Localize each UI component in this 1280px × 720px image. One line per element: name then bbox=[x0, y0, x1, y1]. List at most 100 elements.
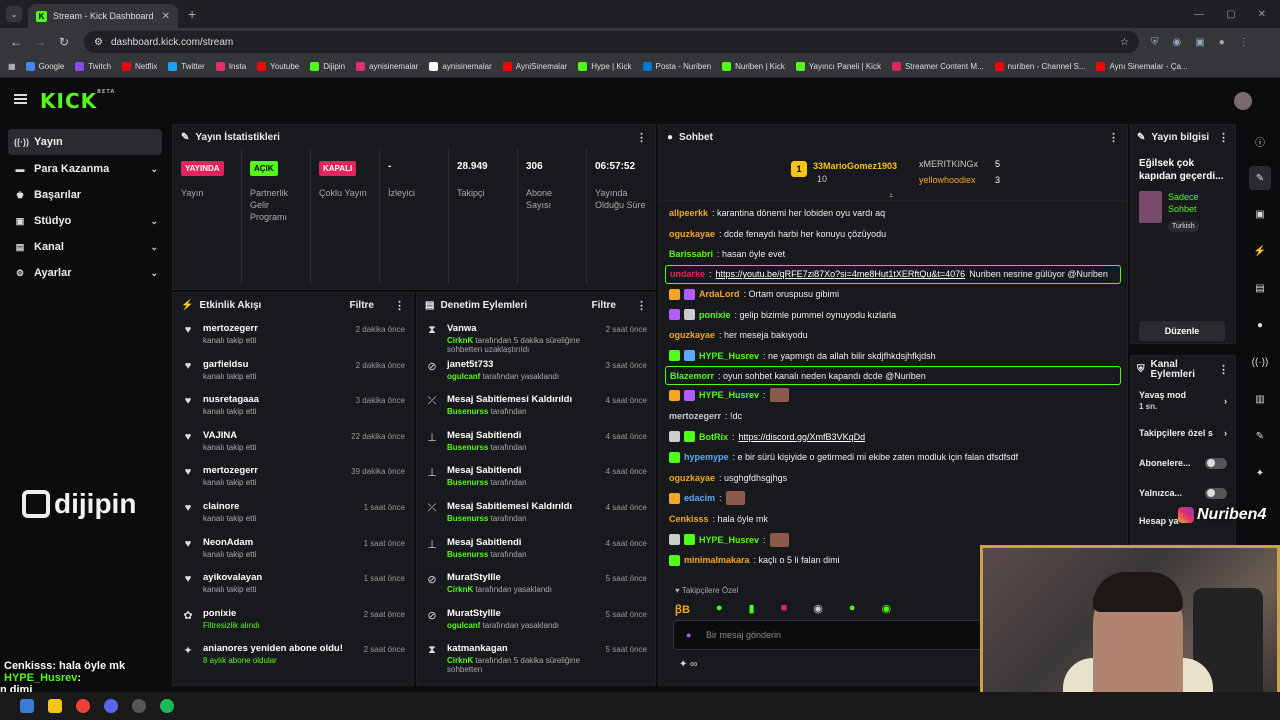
more-icon[interactable]: ⋮ bbox=[1218, 131, 1229, 144]
moderation-target[interactable]: MuratStyllle bbox=[447, 572, 501, 584]
more-icon[interactable]: ⋮ bbox=[394, 299, 405, 312]
chat-username[interactable]: oguzkayae bbox=[669, 330, 716, 341]
more-icon[interactable]: ⋮ bbox=[1108, 131, 1119, 144]
moderation-target[interactable]: janet5t733 bbox=[447, 358, 494, 370]
chat-username[interactable]: allpeerkk bbox=[669, 208, 709, 219]
info-icon[interactable]: ⓘ bbox=[1255, 138, 1265, 149]
bookmark-star-icon[interactable]: ☆ bbox=[1120, 36, 1129, 48]
puzzle-icon[interactable]: ▣ bbox=[1195, 36, 1205, 48]
bookmark-item[interactable]: Twitter bbox=[168, 62, 205, 71]
microphone-icon[interactable]: ● bbox=[686, 630, 692, 640]
chat-link[interactable]: https://discord.gg/XmfB3VKqDd bbox=[738, 431, 866, 442]
camera-icon[interactable]: ▣ bbox=[1255, 209, 1265, 220]
chat-username[interactable]: edacim bbox=[684, 493, 716, 504]
moderator-name[interactable]: ogulcanf bbox=[447, 371, 481, 381]
chat-username[interactable]: hypemype bbox=[684, 452, 729, 463]
address-bar[interactable]: ⚙ dashboard.kick.com/stream ☆ bbox=[84, 31, 1139, 53]
activity-user[interactable]: mertozegerr bbox=[203, 323, 258, 334]
bookmark-item[interactable]: Google bbox=[25, 62, 64, 71]
moderator-name[interactable]: Busenurss bbox=[447, 407, 489, 417]
activity-user[interactable]: anianores yeniden abone oldu! bbox=[203, 643, 343, 655]
chat-username[interactable]: undarke bbox=[670, 269, 706, 280]
close-window-icon[interactable]: ✕ bbox=[1257, 8, 1266, 20]
extension-icon[interactable]: ◉ bbox=[1172, 36, 1182, 48]
activity-filter-button[interactable]: Filtre bbox=[349, 299, 374, 311]
moderator-name[interactable]: ogulcanf bbox=[447, 620, 481, 630]
avatar[interactable] bbox=[1234, 92, 1252, 110]
activity-user[interactable]: mertozegerr bbox=[203, 465, 258, 477]
edit-icon[interactable]: ✎ bbox=[1249, 166, 1271, 190]
category-name[interactable]: Sadece Sohbet bbox=[1168, 192, 1199, 214]
chat-message-input[interactable]: ● Bir mesaj gönderin bbox=[673, 620, 983, 650]
activity-user[interactable]: clainore bbox=[203, 500, 240, 512]
chat-username[interactable]: minimalmakara bbox=[684, 555, 750, 566]
chat-link[interactable]: https://youtu.be/qRFE7zi87Xo?si=4me8Hut1… bbox=[715, 269, 966, 280]
tab-search-icon[interactable]: ⌄ bbox=[6, 6, 22, 22]
bookmark-item[interactable]: Twitch bbox=[75, 62, 111, 71]
moderation-target[interactable]: katmankagan bbox=[447, 643, 508, 655]
chat-username[interactable]: HYPE_Husrev bbox=[699, 390, 760, 401]
collapse-icon[interactable]: ⩡ bbox=[889, 191, 894, 200]
subscribers-toggle[interactable] bbox=[1205, 457, 1227, 469]
chat-username[interactable]: ArdaLord bbox=[699, 289, 740, 300]
forward-icon[interactable]: → bbox=[34, 35, 46, 49]
discord-icon[interactable] bbox=[104, 699, 118, 713]
bookmark-item[interactable]: Insta bbox=[215, 62, 246, 71]
document-icon[interactable]: ▤ bbox=[1255, 283, 1265, 294]
moderator-name[interactable]: Busenurss bbox=[447, 442, 489, 452]
chrome-icon[interactable] bbox=[76, 699, 90, 713]
back-icon[interactable]: ← bbox=[10, 35, 22, 49]
chat-username[interactable]: Barissabri bbox=[669, 249, 714, 260]
bookmark-item[interactable]: Netflix bbox=[122, 62, 157, 71]
emote-icon[interactable]: ◉ bbox=[813, 603, 823, 615]
moderation-target[interactable]: Mesaj Sabitlendi bbox=[447, 536, 522, 548]
chat-username[interactable]: HYPE_Husrev bbox=[699, 350, 760, 361]
bookmark-item[interactable]: AyniSinemalar bbox=[502, 62, 567, 71]
sidebar-item-channel[interactable]: ▤ Kanal ⌄ bbox=[8, 234, 162, 260]
bookmark-item[interactable]: Aynı Sinemalar - Ça... bbox=[1096, 62, 1188, 71]
chat-username[interactable]: Cenkisss bbox=[669, 514, 709, 525]
apps-grid-icon[interactable]: ▦ bbox=[8, 62, 16, 71]
browser-tab[interactable]: K Stream - Kick Dashboard ✕ bbox=[28, 4, 178, 28]
emote-icon[interactable]: ◉ bbox=[881, 603, 892, 615]
moderator-name[interactable]: Busenurss bbox=[447, 513, 489, 523]
wrench-icon[interactable]: ✎ bbox=[1255, 431, 1265, 442]
windows-start-icon[interactable] bbox=[20, 699, 34, 713]
moderation-target[interactable]: Mesaj Sabitlemesi Kaldırıldı bbox=[447, 500, 573, 512]
chat-username[interactable]: HYPE_Husrev bbox=[699, 534, 760, 545]
chat-username[interactable]: Blazemorr bbox=[670, 370, 715, 381]
chat-username[interactable]: oguzkayae bbox=[669, 228, 716, 239]
emote-icon[interactable]: ■ bbox=[780, 602, 788, 614]
chat-username[interactable]: oguzkayae bbox=[669, 472, 716, 483]
kick-logo[interactable]: KICKBETA bbox=[40, 89, 116, 113]
moderation-target[interactable]: MuratStyllle bbox=[447, 607, 501, 619]
emote-icon[interactable]: ● bbox=[848, 602, 856, 614]
close-tab-icon[interactable]: ✕ bbox=[161, 10, 170, 22]
sidebar-item-gear[interactable]: ⚙ Ayarlar ⌄ bbox=[8, 260, 162, 286]
broadcast-icon[interactable]: ((·)) bbox=[1251, 357, 1269, 368]
moderator-name[interactable]: CirknK bbox=[447, 336, 474, 345]
moderation-target[interactable]: Mesaj Sabitlemesi Kaldırıldı bbox=[447, 394, 573, 406]
stack-icon[interactable]: ▥ bbox=[1255, 394, 1265, 405]
bookmark-item[interactable]: nuriben - Channel S... bbox=[994, 62, 1085, 71]
activity-user[interactable]: VAJINA bbox=[203, 429, 238, 441]
obs-icon[interactable] bbox=[132, 699, 146, 713]
users-icon[interactable]: ✦ bbox=[1255, 468, 1265, 479]
bookmark-item[interactable]: aynisinemalar bbox=[429, 62, 492, 71]
moderation-filter-button[interactable]: Filtre bbox=[591, 299, 616, 311]
site-info-icon[interactable]: ⚙ bbox=[94, 36, 103, 48]
reload-icon[interactable]: ↻ bbox=[58, 35, 70, 49]
top-gifter-3[interactable]: yellowhoodiex bbox=[919, 175, 976, 185]
shield-icon[interactable]: ⛨ bbox=[1151, 36, 1159, 48]
minimize-icon[interactable]: — bbox=[1194, 8, 1205, 20]
bookmark-item[interactable]: Posta - Nuriben bbox=[642, 62, 711, 71]
new-tab-icon[interactable]: + bbox=[188, 6, 197, 22]
more-icon[interactable]: ⋮ bbox=[636, 131, 647, 144]
browser-menu-icon[interactable]: ⋮ bbox=[1238, 36, 1249, 48]
chat-settings-icon[interactable]: ✦ ∞ bbox=[679, 659, 698, 670]
activity-user[interactable]: ponixie bbox=[203, 607, 237, 619]
activity-user[interactable]: nusretagaaa bbox=[203, 394, 259, 406]
lightning-icon[interactable]: ⚡ bbox=[1253, 246, 1267, 257]
profile-icon[interactable]: ● bbox=[1218, 36, 1225, 48]
chat-icon[interactable]: ● bbox=[1256, 320, 1264, 331]
